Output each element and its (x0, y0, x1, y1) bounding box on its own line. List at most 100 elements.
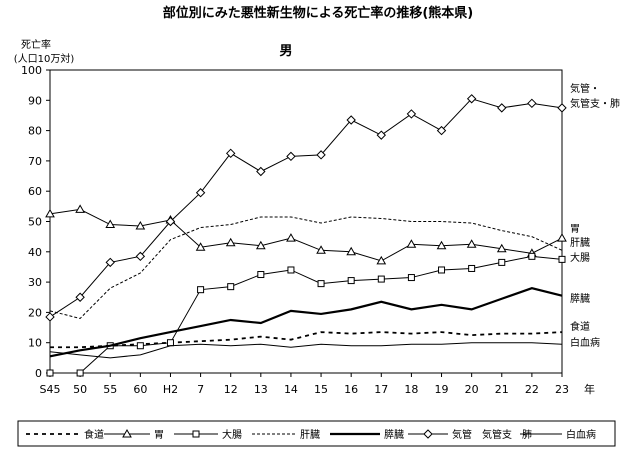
legend-label: 胃 (154, 429, 164, 441)
series-line (49, 208, 563, 262)
series-point (287, 266, 295, 274)
series-line (50, 255, 563, 374)
legend-label: 食道 (84, 428, 104, 441)
series-point (136, 342, 144, 350)
series-point (376, 130, 387, 140)
y-tick-label: 100 (21, 64, 42, 77)
y-tick-label: 50 (28, 216, 42, 229)
series-point (75, 292, 85, 302)
legend-label: 白血病 (566, 428, 596, 441)
series-point (436, 125, 447, 136)
series-end-label: 白血病 (570, 336, 600, 349)
series-1 (45, 204, 567, 265)
x-axis-unit: 年 (584, 382, 595, 396)
series-point (286, 233, 296, 242)
series-point (558, 255, 566, 263)
x-tick-label: H2 (163, 383, 178, 396)
series-point (377, 275, 385, 283)
legend-label: 気管 気管支 肺 (452, 428, 532, 441)
x-tick-label: 50 (73, 383, 87, 396)
series-point (225, 148, 236, 159)
y-tick-label: 30 (28, 276, 42, 289)
x-tick-label: 12 (224, 383, 238, 396)
x-tick-label: 13 (254, 383, 268, 396)
series-point (346, 246, 357, 256)
series-point (497, 103, 507, 113)
series-6 (49, 342, 563, 359)
series-point (316, 150, 326, 160)
y-tick-label: 60 (28, 185, 42, 198)
y-tick-label: 70 (28, 155, 42, 168)
x-tick-label: 17 (374, 383, 388, 396)
x-tick-label: 60 (133, 383, 147, 396)
series-point (557, 233, 567, 242)
series-point (195, 188, 206, 198)
legend-marker (122, 428, 132, 438)
series-line (49, 216, 563, 320)
series-end-label: 食道 (570, 320, 590, 333)
series-point (498, 258, 506, 266)
y-tick-label: 90 (28, 94, 42, 107)
chart-title: 部位別にみた悪性新生物による死亡率の推移(熊本県) (163, 5, 474, 21)
legend-label: 膵臓 (384, 429, 404, 441)
series-point (407, 274, 415, 282)
x-tick-label: 20 (465, 383, 479, 396)
series-point (496, 243, 507, 253)
series-line (49, 98, 563, 318)
series-line (49, 287, 563, 358)
x-tick-label: 55 (103, 383, 117, 396)
series-point (45, 208, 55, 218)
series-end-label: 膵臓 (570, 293, 590, 305)
y-tick-label: 40 (28, 246, 42, 259)
series-point (255, 240, 266, 250)
series-end-label: 肝臓 (570, 237, 590, 249)
x-tick-label: 15 (314, 383, 328, 396)
series-point (45, 312, 55, 322)
y-axis-label: 死亡率 (21, 38, 51, 51)
series-point (165, 216, 176, 227)
y-tick-label: 10 (28, 337, 42, 350)
series-line (50, 331, 563, 349)
series-4 (49, 287, 563, 358)
series-point (227, 283, 235, 291)
series-point (135, 251, 146, 262)
x-tick-label: 7 (197, 383, 204, 396)
series-point (466, 239, 477, 248)
series-end-label: 胃 (570, 223, 580, 235)
series-point (406, 239, 417, 248)
series-point (257, 271, 265, 279)
series-point (105, 257, 115, 268)
legend-label: 大腸 (222, 428, 242, 441)
y-tick-label: 80 (28, 125, 42, 138)
series-5 (45, 94, 567, 322)
series-point (225, 237, 236, 247)
series-point (406, 109, 417, 119)
series-end-label: 気管・ (570, 82, 600, 95)
series-point (256, 166, 266, 177)
legend-label: 肝臓 (300, 429, 320, 441)
x-tick-label: 23 (555, 383, 569, 396)
series-point (317, 280, 325, 288)
series-point (166, 339, 174, 347)
x-tick-label: 19 (435, 383, 449, 396)
legend-marker (192, 430, 200, 438)
series-point (286, 151, 296, 162)
series-point (197, 286, 205, 294)
series-3 (49, 216, 563, 320)
series-point (346, 115, 356, 125)
series-point (527, 98, 537, 109)
series-point (75, 204, 85, 213)
series-point (436, 240, 447, 250)
series-0 (50, 331, 563, 349)
series-point (105, 219, 116, 229)
y-tick-label: 0 (35, 367, 42, 380)
series-point (135, 221, 146, 230)
series-point (528, 252, 536, 260)
plot-frame (49, 69, 563, 374)
legend: 食道 胃 大腸 肝臓 膵臓 気管 気管支 肺 白血病 (17, 420, 616, 447)
series-point (376, 255, 387, 265)
chart-subtitle: 男 (279, 44, 292, 59)
series-line (49, 342, 563, 359)
